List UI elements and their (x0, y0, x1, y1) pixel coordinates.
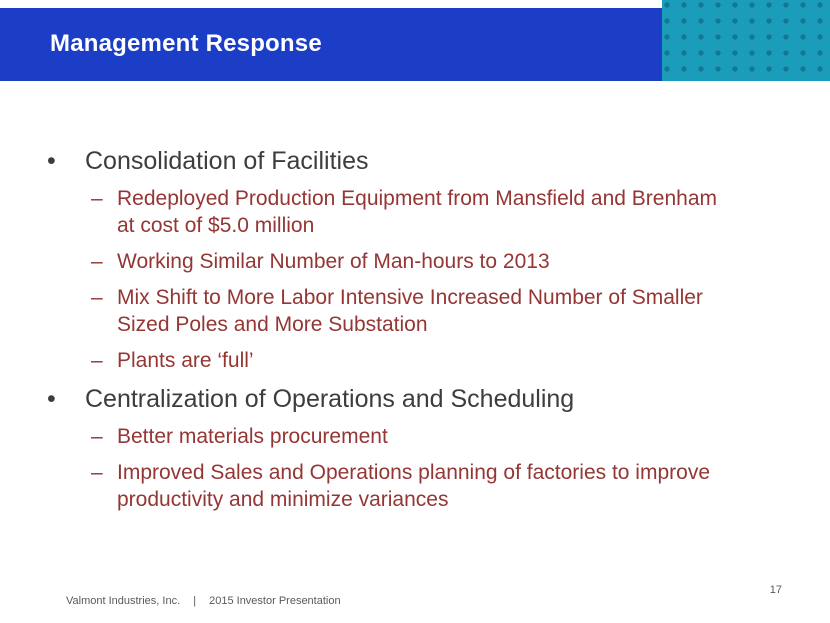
sub-bullet-item: – Working Similar Number of Man-hours to… (91, 248, 790, 275)
sub-bullet-text: Redeployed Production Equipment from Man… (117, 185, 717, 239)
sub-bullet-item: – Better materials procurement (91, 423, 790, 450)
sub-bullet-item: – Improved Sales and Operations planning… (91, 459, 790, 513)
sub-bullet-text: Plants are ‘full’ (117, 347, 254, 374)
sub-bullet-text: Working Similar Number of Man-hours to 2… (117, 248, 550, 275)
text-line: Improved Sales and Operations planning o… (117, 461, 710, 484)
dash-icon: – (91, 425, 103, 448)
bullet-item: • Centralization of Operations and Sched… (47, 383, 790, 415)
slide-header: Management Response (0, 0, 830, 81)
sub-bullet-item: – Mix Shift to More Labor Intensive Incr… (91, 284, 790, 338)
footer-separator: | (193, 595, 197, 607)
title-bar: Management Response (0, 8, 662, 81)
text-line: Better materials procurement (117, 425, 388, 448)
section-heading: Consolidation of Facilities (85, 147, 369, 175)
slide-content: • Consolidation of Facilities – Redeploy… (0, 81, 830, 513)
text-line: at cost of $5.0 million (117, 214, 315, 237)
dash-icon: – (91, 349, 103, 372)
bullet-icon: • (47, 147, 56, 175)
slide-footer: Valmont Industries, Inc. | 2015 Investor… (66, 595, 341, 607)
dash-icon: – (91, 461, 103, 484)
bullet-item: • Consolidation of Facilities (47, 145, 790, 177)
text-line: productivity and minimize variances (117, 488, 449, 511)
sub-bullet-text: Better materials procurement (117, 423, 388, 450)
sub-bullet-text: Improved Sales and Operations planning o… (117, 459, 710, 513)
page-number: 17 (769, 584, 782, 596)
dot-pattern-accent (662, 0, 830, 81)
text-line: Mix Shift to More Labor Intensive Increa… (117, 286, 703, 309)
bullet-icon: • (47, 385, 56, 413)
slide-title: Management Response (50, 30, 322, 57)
text-line: Working Similar Number of Man-hours to 2… (117, 250, 550, 273)
footer-company: Valmont Industries, Inc. (66, 595, 181, 607)
sub-bullet-item: – Redeployed Production Equipment from M… (91, 185, 790, 239)
sub-bullet-item: – Plants are ‘full’ (91, 347, 790, 374)
dash-icon: – (91, 286, 103, 309)
text-line: Sized Poles and More Substation (117, 313, 428, 336)
section-heading: Centralization of Operations and Schedul… (85, 385, 575, 413)
footer-presentation: 2015 Investor Presentation (209, 595, 341, 607)
dash-icon: – (91, 187, 103, 210)
text-line: Plants are ‘full’ (117, 349, 254, 372)
dash-icon: – (91, 250, 103, 273)
sub-bullet-text: Mix Shift to More Labor Intensive Increa… (117, 284, 703, 338)
text-line: Redeployed Production Equipment from Man… (117, 187, 718, 210)
